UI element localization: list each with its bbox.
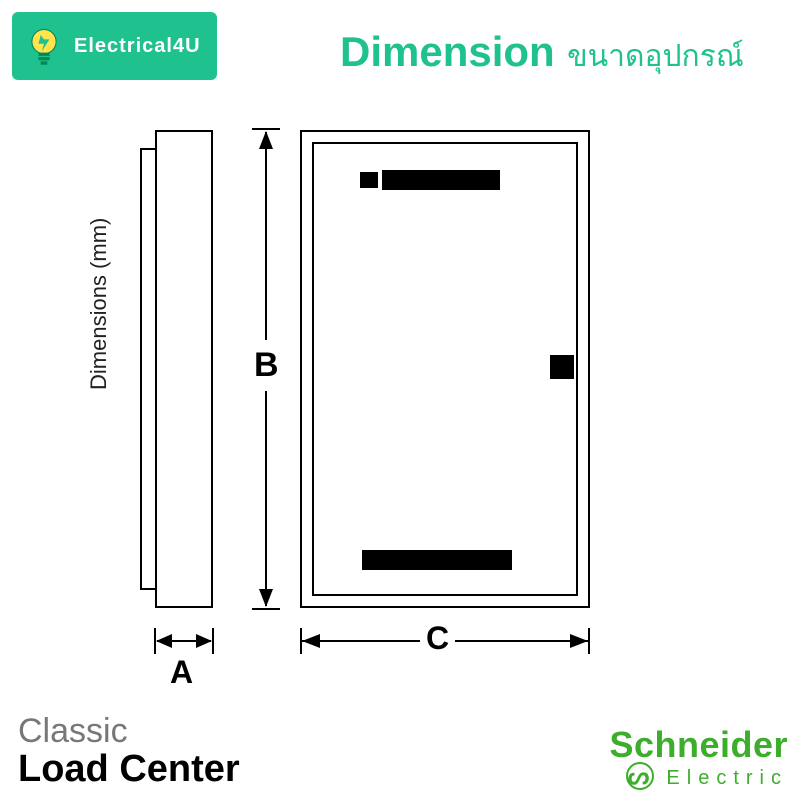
dim-a-cap-right	[212, 628, 214, 654]
brand-logo: Schneider ᔕ Electric	[609, 724, 788, 790]
product-series: Classic	[18, 712, 128, 751]
dim-a-label: A	[170, 654, 193, 691]
front-view-inner	[312, 142, 578, 596]
vent-top	[382, 170, 500, 190]
dim-c-arrow-left	[302, 634, 320, 648]
dim-c-cap-right	[588, 628, 590, 654]
door-latch	[550, 355, 574, 379]
vent-top-small	[360, 172, 378, 188]
logo-text: Electrical4U	[74, 35, 201, 58]
dim-b-arrow-top	[259, 131, 273, 149]
dim-b-label: B	[252, 340, 281, 391]
page-title: Dimension ขนาดอุปกรณ์	[340, 28, 744, 80]
dim-a-arrow-left	[156, 634, 172, 648]
bulb-icon	[22, 24, 66, 68]
life-is-on-icon: ᔕ	[626, 762, 654, 790]
dim-b-cap-top	[252, 128, 280, 130]
brand-sub-text: Electric	[666, 767, 788, 789]
dim-b-cap-bot	[252, 608, 280, 610]
dim-c-label: C	[420, 620, 455, 657]
dim-b-arrow-bot	[259, 589, 273, 607]
y-axis-label: Dimensions (mm)	[86, 218, 112, 390]
title-sub: ขนาดอุปกรณ์	[567, 40, 744, 73]
dim-a-arrow-right	[196, 634, 212, 648]
logo-badge: Electrical4U	[12, 12, 217, 80]
side-view-outer	[155, 130, 213, 608]
product-name: Load Center	[18, 748, 240, 791]
brand-name-text: Schneider	[609, 724, 788, 766]
vent-bottom	[362, 550, 512, 570]
dim-c-arrow-right	[570, 634, 588, 648]
side-view-flange	[140, 148, 155, 590]
title-main: Dimension	[340, 28, 555, 75]
